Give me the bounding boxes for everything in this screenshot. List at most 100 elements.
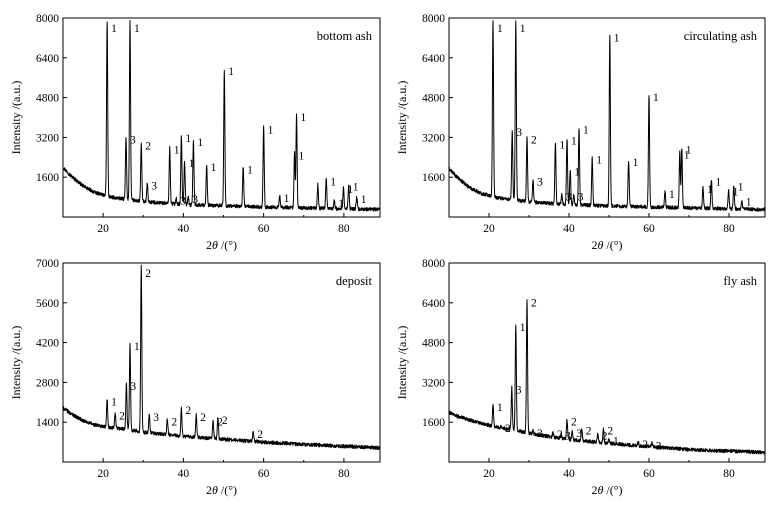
- peak-label: 1: [247, 164, 253, 176]
- peak-label: 3: [192, 194, 198, 206]
- peak-label: 3: [130, 381, 136, 393]
- x-tick-label: 40: [563, 468, 575, 480]
- plot-frame: [62, 17, 381, 218]
- peak-label: 3: [151, 180, 157, 192]
- y-tick-label: 8000: [422, 13, 445, 25]
- peak-label: 1: [614, 32, 620, 44]
- x-tick-label: 60: [258, 223, 270, 235]
- plot-frame: [448, 262, 766, 463]
- y-tick-label: 6400: [36, 53, 59, 65]
- x-tick-label: 40: [178, 468, 190, 480]
- x-tick-label: 60: [643, 223, 655, 235]
- peak-label: 3: [576, 428, 582, 440]
- peak-label: 1: [613, 435, 619, 447]
- peak-label: 1: [686, 144, 692, 156]
- panel-title: deposit: [336, 274, 373, 288]
- peak-label: 1: [596, 154, 602, 166]
- plot-frame: [62, 262, 381, 463]
- x-tick-label: 40: [563, 223, 575, 235]
- peak-label: 1: [284, 193, 290, 205]
- peak-label: 3: [565, 430, 571, 442]
- panel-title: bottom ash: [317, 29, 373, 43]
- peak-label: 3: [537, 177, 543, 189]
- peak-label: 2: [217, 416, 223, 428]
- peak-label: 1: [684, 149, 690, 161]
- peak-label: 2: [531, 134, 537, 146]
- peak-label: 1: [715, 177, 721, 189]
- xrd-trace: [448, 299, 766, 455]
- peak-label: 1: [497, 402, 503, 414]
- peak-label: 1: [211, 162, 217, 174]
- peak-label: 2: [200, 412, 206, 424]
- peak-label: 1: [228, 66, 234, 78]
- x-tick-label: 80: [723, 223, 735, 235]
- x-tick-label: 60: [643, 468, 655, 480]
- peak-label: 1: [497, 23, 503, 35]
- peak-label: 1: [733, 187, 739, 199]
- x-tick-label: 20: [97, 223, 109, 235]
- peak-label: 1: [338, 198, 344, 210]
- peak-label: 1: [347, 184, 353, 196]
- peak-label: 2: [586, 425, 592, 437]
- peak-label: 2: [171, 416, 177, 428]
- y-axis-label: Intensity /(a.u.): [395, 326, 409, 400]
- peak-label: 3: [153, 412, 159, 424]
- y-axis-label: Intensity /(a.u.): [395, 81, 409, 155]
- peak-label: 3: [180, 195, 186, 207]
- xrd-trace: [62, 19, 381, 212]
- y-axis-label: Intensity /(a.u.): [9, 326, 23, 400]
- peak-label: 1: [633, 157, 639, 169]
- y-tick-label: 5600: [36, 298, 59, 310]
- panel-title: fly ash: [723, 274, 757, 288]
- peak-label: 1: [134, 341, 140, 353]
- peak-label: 3: [130, 134, 136, 146]
- peak-label: 1: [268, 124, 274, 136]
- peak-label: 1: [197, 137, 203, 149]
- y-tick-label: 8000: [36, 13, 59, 25]
- peak-label: 1: [134, 23, 140, 35]
- peak-label: 1: [299, 151, 305, 163]
- y-tick-label: 6400: [422, 53, 445, 65]
- y-tick-label: 1400: [36, 417, 59, 429]
- peak-label: 3: [516, 384, 522, 396]
- plot-frame: [448, 17, 766, 218]
- peak-label: 2: [571, 417, 577, 429]
- panel-2: 20 40 60 80 1600 3200 4800 6400 8000 2θ /(°) Inten…: [395, 13, 766, 252]
- y-tick-label: 4800: [422, 93, 445, 105]
- peak-label: 1: [653, 92, 659, 104]
- peak-label: 1: [353, 182, 359, 194]
- peak-label: 1: [707, 184, 713, 196]
- x-tick-label: 40: [178, 223, 190, 235]
- peak-label: 1: [301, 112, 307, 124]
- y-tick-label: 4200: [36, 338, 59, 350]
- x-tick-label: 20: [97, 468, 109, 480]
- peak-label: 1: [746, 197, 752, 209]
- peak-label: 1: [520, 322, 526, 334]
- x-axis-label: 2θ /(°): [591, 483, 622, 497]
- y-tick-label: 3200: [422, 132, 445, 144]
- y-tick-label: 3200: [36, 132, 59, 144]
- y-tick-label: 1600: [422, 417, 445, 429]
- peak-label: 2: [119, 411, 125, 423]
- y-tick-label: 4800: [36, 93, 59, 105]
- peak-label: 2: [642, 439, 648, 451]
- peak-label: 1: [330, 177, 336, 189]
- peak-label: 1: [559, 139, 565, 151]
- panel-4: 20 40 60 80 1600 3200 4800 6400 8000 2θ /(°) Inten…: [395, 258, 766, 497]
- peak-label: 2: [505, 423, 511, 435]
- peak-label: 1: [361, 194, 367, 206]
- peak-label: 1: [571, 136, 577, 148]
- peak-label: 1: [185, 133, 191, 145]
- peak-label: 3: [537, 428, 543, 440]
- panel-1: 20 40 60 80 1600 3200 4800 6400 8000 2θ /(°) Inten…: [9, 13, 381, 252]
- peak-label: 2: [185, 405, 191, 417]
- peak-label: 1: [583, 124, 589, 136]
- peak-label: 1: [189, 158, 195, 170]
- peak-label: 2: [257, 429, 263, 441]
- y-tick-label: 8000: [422, 258, 445, 270]
- x-tick-label: 20: [483, 223, 495, 235]
- xrd-trace: [448, 20, 766, 212]
- peak-label: 2: [607, 425, 613, 437]
- peak-label: 2: [602, 430, 608, 442]
